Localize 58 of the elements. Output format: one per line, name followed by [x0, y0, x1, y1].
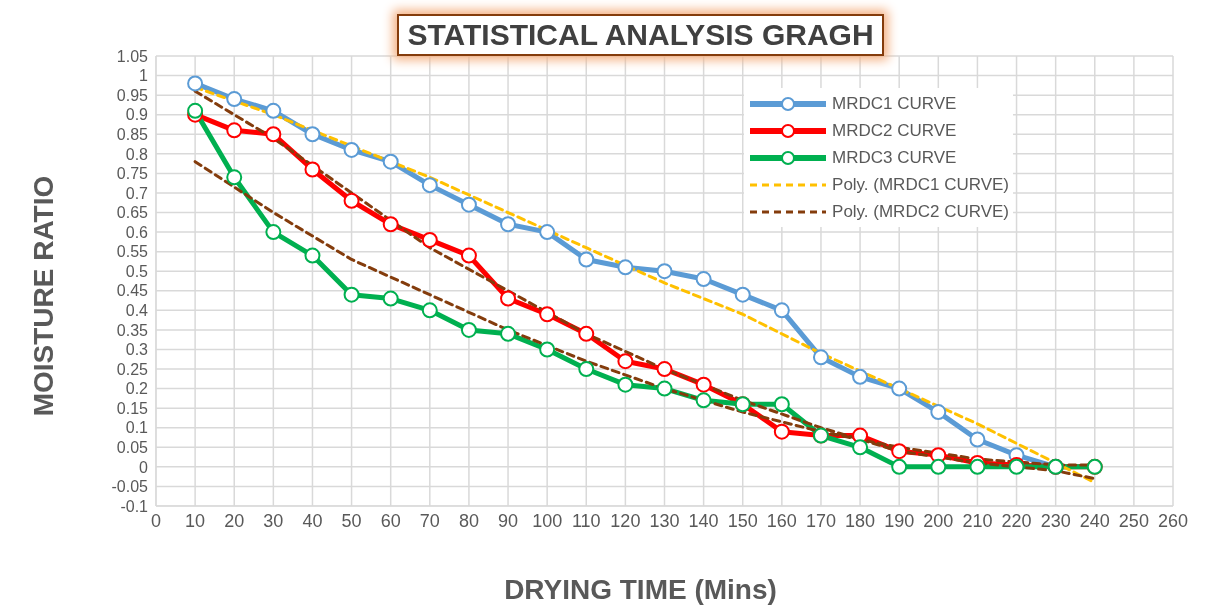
y-tick-label: 0.35	[116, 321, 149, 339]
y-tick-label: 0	[139, 458, 149, 476]
x-tick-label: 10	[185, 510, 206, 531]
y-tick-label: 0.65	[116, 204, 149, 222]
x-tick-label: 260	[1157, 510, 1189, 531]
y-tick-label: 0.25	[116, 360, 149, 378]
y-tick-label: 0.3	[125, 341, 149, 359]
y-tick-label: 0.7	[125, 184, 149, 202]
x-tick-label: 100	[532, 510, 563, 531]
y-tick-label: -0.1	[120, 497, 149, 515]
legend-label: MRDC3 CURVE	[832, 147, 957, 168]
x-tick-label: 200	[923, 510, 954, 531]
x-tick-label: 180	[845, 510, 876, 531]
x-tick-label: 250	[1118, 510, 1149, 531]
y-tick-label: 0.75	[116, 165, 149, 183]
y-tick-label: 0.95	[116, 86, 149, 104]
x-tick-label: 140	[688, 510, 719, 531]
x-tick-label: 60	[380, 510, 401, 531]
y-tick-label: 0.9	[125, 106, 149, 124]
x-tick-label: 220	[1001, 510, 1032, 531]
y-tick-label: 0.2	[125, 380, 149, 398]
x-tick-label: 210	[962, 510, 993, 531]
y-tick-label: 0.15	[116, 399, 149, 417]
x-tick-label: 70	[419, 510, 440, 531]
y-tick-label: 0.85	[116, 125, 149, 143]
legend-label: Poly. (MRDC1 CURVE)	[832, 174, 1009, 195]
legend-label: MRDC2 CURVE	[832, 120, 957, 141]
y-tick-label: 0.4	[125, 302, 149, 320]
chart-title: STATISTICAL ANALYSIS GRAGH	[397, 14, 884, 56]
y-tick-label: 1.05	[116, 47, 149, 65]
y-tick-label: 0.6	[125, 223, 149, 241]
x-tick-label: 150	[727, 510, 758, 531]
x-tick-label: 120	[610, 510, 641, 531]
y-tick-label: 0.45	[116, 282, 149, 300]
x-tick-label: 160	[766, 510, 797, 531]
x-tick-label: 40	[302, 510, 323, 531]
legend-label: MRDC1 CURVE	[832, 93, 957, 114]
x-tick-label: 170	[805, 510, 836, 531]
y-tick-label: 0.55	[116, 243, 149, 261]
x-tick-label: 110	[571, 510, 601, 531]
y-tick-label: 1	[139, 67, 149, 85]
x-tick-label: 130	[649, 510, 680, 531]
y-tick-label: 0.05	[116, 438, 149, 456]
x-tick-label: 90	[498, 510, 519, 531]
y-tick-label: 0.8	[125, 145, 149, 163]
y-axis-title: MOISTURE RATIO	[28, 175, 60, 417]
x-tick-label: 230	[1040, 510, 1071, 531]
x-tick-label: 20	[224, 510, 245, 531]
y-tick-label: 0.1	[125, 419, 149, 437]
x-axis-title: DRYING TIME (Mins)	[503, 574, 778, 606]
x-tick-label: 190	[884, 510, 915, 531]
y-tick-label: 0.5	[125, 262, 149, 280]
x-tick-label: 30	[263, 510, 284, 531]
x-tick-label: 240	[1079, 510, 1110, 531]
y-tick-label: -0.05	[111, 478, 149, 496]
legend-label: Poly. (MRDC2 CURVE)	[832, 201, 1009, 222]
x-tick-label: 50	[341, 510, 362, 531]
x-tick-label: 80	[458, 510, 479, 531]
